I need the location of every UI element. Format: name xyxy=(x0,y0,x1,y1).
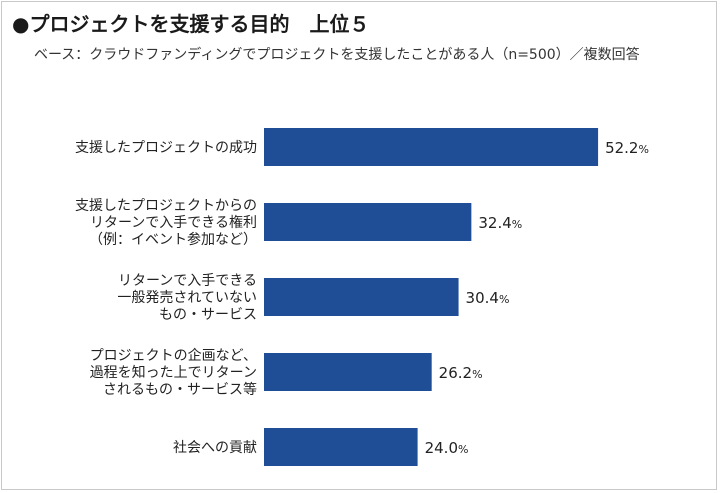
category-label-5: 社会への貢献 xyxy=(173,440,257,456)
chart-title: ●プロジェクトを支援する目的 上位５ xyxy=(12,12,370,36)
category-label-2: 支援したプロジェクトからのリターンで入手できる権利（例：イベント参加など） xyxy=(75,198,257,248)
bar-1 xyxy=(264,128,599,166)
bar-2 xyxy=(264,203,472,241)
bar-4 xyxy=(264,353,432,391)
value-label-3: 30.4% xyxy=(466,289,510,307)
category-label-3: リターンで入手できる一般発売されていないもの・サービス xyxy=(117,273,257,323)
bar-3 xyxy=(264,278,459,316)
category-label-4: プロジェクトの企画など、過程を知った上でリターンされるもの・サービス等 xyxy=(90,347,257,398)
value-label-1: 52.2% xyxy=(605,139,649,157)
value-label-5: 24.0% xyxy=(425,439,469,457)
category-label-1: 支援したプロジェクトの成功 xyxy=(75,140,257,156)
bar-5 xyxy=(264,428,418,466)
chart-subtitle: ベース：クラウドファンディングでプロジェクトを支援したことがある人（n=500）… xyxy=(34,47,640,63)
value-label-4: 26.2% xyxy=(439,364,483,382)
value-label-2: 32.4% xyxy=(478,214,522,232)
